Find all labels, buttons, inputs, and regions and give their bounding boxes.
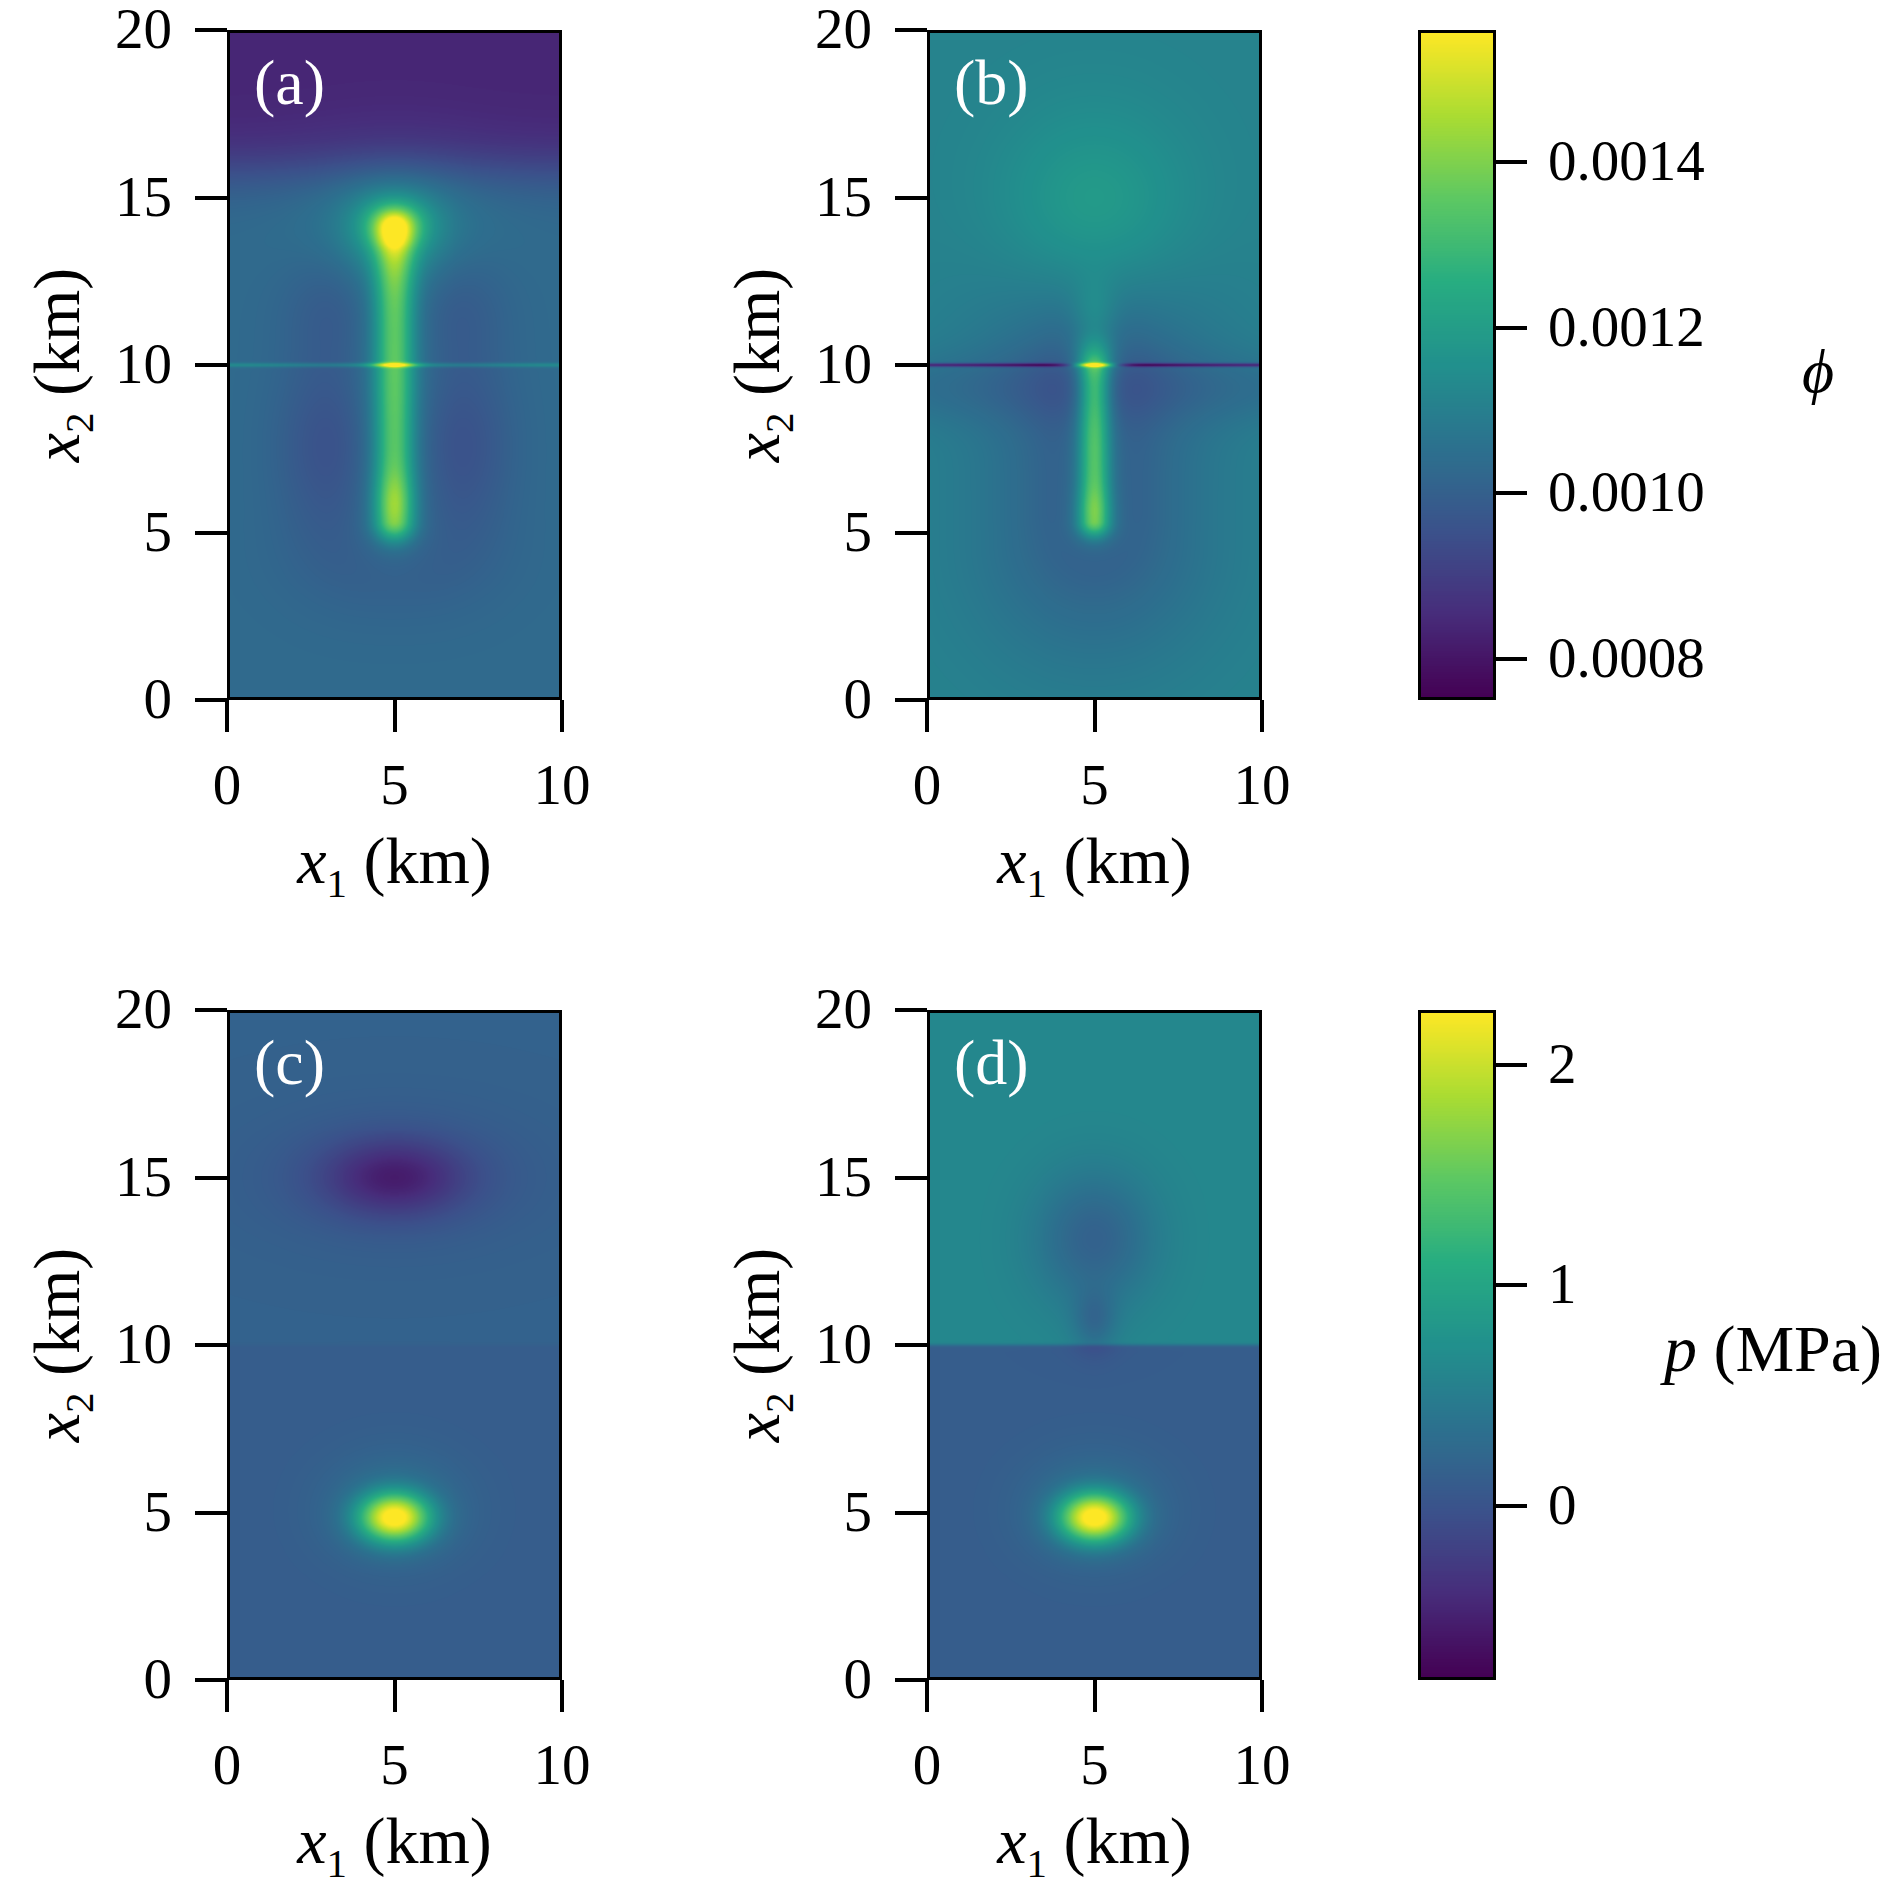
heatmap-d <box>930 1013 1259 1677</box>
cb-tick-p-0 <box>1496 1504 1527 1508</box>
x-tick-a-10 <box>560 700 564 732</box>
x-tick-a-5 <box>393 700 397 732</box>
x-tick-label-c-10: 10 <box>482 1736 642 1793</box>
cb-tick-phi-0.0010 <box>1496 491 1527 495</box>
x-tick-label-a-10: 10 <box>482 756 642 813</box>
y-tick-c-0 <box>195 1678 227 1682</box>
x-tick-label-b-0: 0 <box>847 756 1007 813</box>
y-tick-a-20 <box>195 28 227 32</box>
y-tick-label-c-20: 20 <box>0 980 172 1037</box>
x-tick-label-b-5: 5 <box>1015 756 1175 813</box>
cb-tick-label-p-2: 2 <box>1548 1035 1848 1092</box>
colorbar-p <box>1418 1010 1496 1680</box>
x-tick-b-5 <box>1093 700 1097 732</box>
y-tick-b-15 <box>895 196 927 200</box>
y-tick-c-5 <box>195 1511 227 1515</box>
heatmap-panel-a: (a) <box>227 30 562 700</box>
colorbar-title-p: p (MPa) <box>1573 1316 1892 1382</box>
cb-tick-phi-0.0014 <box>1496 160 1527 164</box>
y-tick-a-5 <box>195 531 227 535</box>
x-tick-label-c-5: 5 <box>315 1736 475 1793</box>
cb-tick-label-p-1: 1 <box>1548 1255 1848 1312</box>
panel-letter-c: (c) <box>254 1031 325 1095</box>
y-tick-c-10 <box>195 1343 227 1347</box>
y-tick-label-c-0: 0 <box>0 1650 172 1707</box>
y-tick-label-d-0: 0 <box>672 1650 872 1707</box>
y-tick-label-b-0: 0 <box>672 670 872 727</box>
y-axis-label-c: x2 (km) <box>24 1145 100 1545</box>
x-tick-label-d-0: 0 <box>847 1736 1007 1793</box>
y-axis-label-d: x2 (km) <box>724 1145 800 1545</box>
heatmap-panel-b: (b) <box>927 30 1262 700</box>
y-axis-label-b: x2 (km) <box>724 165 800 565</box>
x-tick-label-a-5: 5 <box>315 756 475 813</box>
x-tick-label-d-5: 5 <box>1015 1736 1175 1793</box>
cb-tick-label-p-0: 0 <box>1548 1476 1848 1533</box>
heatmap-panel-c: (c) <box>227 1010 562 1680</box>
y-tick-a-10 <box>195 363 227 367</box>
cb-tick-p-2 <box>1496 1063 1527 1067</box>
y-tick-b-10 <box>895 363 927 367</box>
x-tick-label-b-10: 10 <box>1182 756 1342 813</box>
figure: (a)051005101520x1 (km)x2 (km)(b)05100510… <box>0 0 1892 1888</box>
heatmap-a <box>230 33 559 697</box>
y-tick-b-20 <box>895 28 927 32</box>
panel-letter-d: (d) <box>954 1031 1029 1095</box>
cb-tick-label-phi-0.0008: 0.0008 <box>1548 629 1848 686</box>
panel-letter-b: (b) <box>954 51 1029 115</box>
y-tick-c-20 <box>195 1008 227 1012</box>
y-tick-d-5 <box>895 1511 927 1515</box>
y-tick-label-d-20: 20 <box>672 980 872 1037</box>
cb-tick-phi-0.0008 <box>1496 657 1527 661</box>
x-axis-label-c: x1 (km) <box>195 1808 595 1885</box>
y-tick-d-15 <box>895 1176 927 1180</box>
y-tick-d-0 <box>895 1678 927 1682</box>
x-tick-d-0 <box>925 1680 929 1712</box>
x-tick-label-a-0: 0 <box>147 756 307 813</box>
y-tick-c-15 <box>195 1176 227 1180</box>
x-axis-label-a: x1 (km) <box>195 828 595 905</box>
x-axis-label-d: x1 (km) <box>895 1808 1295 1885</box>
heatmap-c <box>230 1013 559 1677</box>
x-axis-label-b: x1 (km) <box>895 828 1295 905</box>
colorbar-phi <box>1418 30 1496 700</box>
x-tick-label-d-10: 10 <box>1182 1736 1342 1793</box>
x-tick-b-10 <box>1260 700 1264 732</box>
y-tick-label-a-0: 0 <box>0 670 172 727</box>
cb-tick-label-phi-0.0010: 0.0010 <box>1548 463 1848 520</box>
y-tick-label-a-20: 20 <box>0 0 172 57</box>
y-tick-d-20 <box>895 1008 927 1012</box>
x-tick-c-0 <box>225 1680 229 1712</box>
colorbar-gradient-phi <box>1421 33 1493 697</box>
x-tick-d-5 <box>1093 1680 1097 1712</box>
y-tick-a-0 <box>195 698 227 702</box>
y-tick-d-10 <box>895 1343 927 1347</box>
cb-tick-phi-0.0012 <box>1496 326 1527 330</box>
colorbar-gradient-p <box>1421 1013 1493 1677</box>
cb-tick-label-phi-0.0014: 0.0014 <box>1548 132 1848 189</box>
y-axis-label-a: x2 (km) <box>24 165 100 565</box>
y-tick-label-b-20: 20 <box>672 0 872 57</box>
x-tick-c-10 <box>560 1680 564 1712</box>
colorbar-title-phi: ϕ <box>1618 340 1892 402</box>
x-tick-c-5 <box>393 1680 397 1712</box>
heatmap-b <box>930 33 1259 697</box>
y-tick-a-15 <box>195 196 227 200</box>
cb-tick-p-1 <box>1496 1283 1527 1287</box>
x-tick-a-0 <box>225 700 229 732</box>
x-tick-d-10 <box>1260 1680 1264 1712</box>
y-tick-b-5 <box>895 531 927 535</box>
x-tick-b-0 <box>925 700 929 732</box>
y-tick-b-0 <box>895 698 927 702</box>
heatmap-panel-d: (d) <box>927 1010 1262 1680</box>
panel-letter-a: (a) <box>254 51 325 115</box>
x-tick-label-c-0: 0 <box>147 1736 307 1793</box>
